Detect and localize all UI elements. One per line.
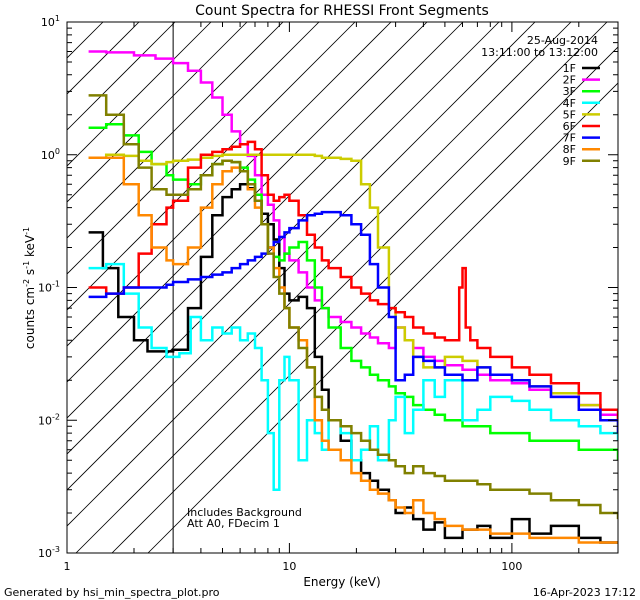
- series-line-7F: [88, 210, 618, 434]
- chart-title: Count Spectra for RHESSI Front Segments: [195, 3, 489, 19]
- series-line-4F: [88, 262, 618, 491]
- x-tick-labels: 1 10 100: [64, 560, 523, 573]
- legend-label-9F: 9F: [563, 155, 576, 168]
- y-tick-label: 10-1: [38, 280, 60, 295]
- y-tick-label: 101: [41, 14, 60, 29]
- x-axis-label: Energy (keV): [303, 575, 380, 589]
- legend-label-1F: 1F: [563, 62, 576, 75]
- y-tick-label: 100: [41, 147, 60, 162]
- legend-label-4F: 4F: [563, 97, 576, 110]
- series-line-9F: [88, 94, 618, 520]
- series-line-3F: [88, 122, 618, 461]
- annotation-attenuator: Att A0, FDecim 1: [187, 517, 280, 530]
- series-group: [88, 50, 618, 544]
- footer-generated-by: Generated by hsi_min_spectra_plot.pro: [4, 586, 220, 599]
- info-time-range: 13:11:00 to 13:12:00: [481, 46, 598, 59]
- y-tick-label: 10-2: [38, 412, 60, 427]
- legend-label-6F: 6F: [563, 120, 576, 133]
- y-tick-label: 10-3: [38, 545, 60, 560]
- info-date: 25-Aug-2014: [527, 34, 598, 47]
- x-tick-label: 10: [282, 560, 296, 573]
- axis-ticks: [66, 21, 619, 554]
- series-line-5F: [88, 153, 618, 434]
- legend-label-5F: 5F: [563, 108, 576, 121]
- x-tick-label: 100: [501, 560, 522, 573]
- legend-label-3F: 3F: [563, 85, 576, 98]
- legend-label-7F: 7F: [563, 132, 576, 145]
- annotation-background: Includes Background: [187, 506, 302, 519]
- footer-timestamp: 16-Apr-2023 17:12: [533, 586, 636, 599]
- series-line-6F: [88, 140, 618, 421]
- series-line-1F: [88, 182, 618, 544]
- y-tick-labels: 10-3 10-2 10-1 100 101: [38, 14, 60, 560]
- tick-marks: [66, 21, 619, 554]
- series-line-2F: [88, 50, 618, 421]
- y-axis-label: counts cm-2 s-1 keV-1: [22, 227, 37, 349]
- legend-label-8F: 8F: [563, 143, 576, 156]
- x-tick-label: 1: [64, 560, 71, 573]
- series-line-8F: [88, 156, 618, 544]
- legend-label-2F: 2F: [563, 74, 576, 87]
